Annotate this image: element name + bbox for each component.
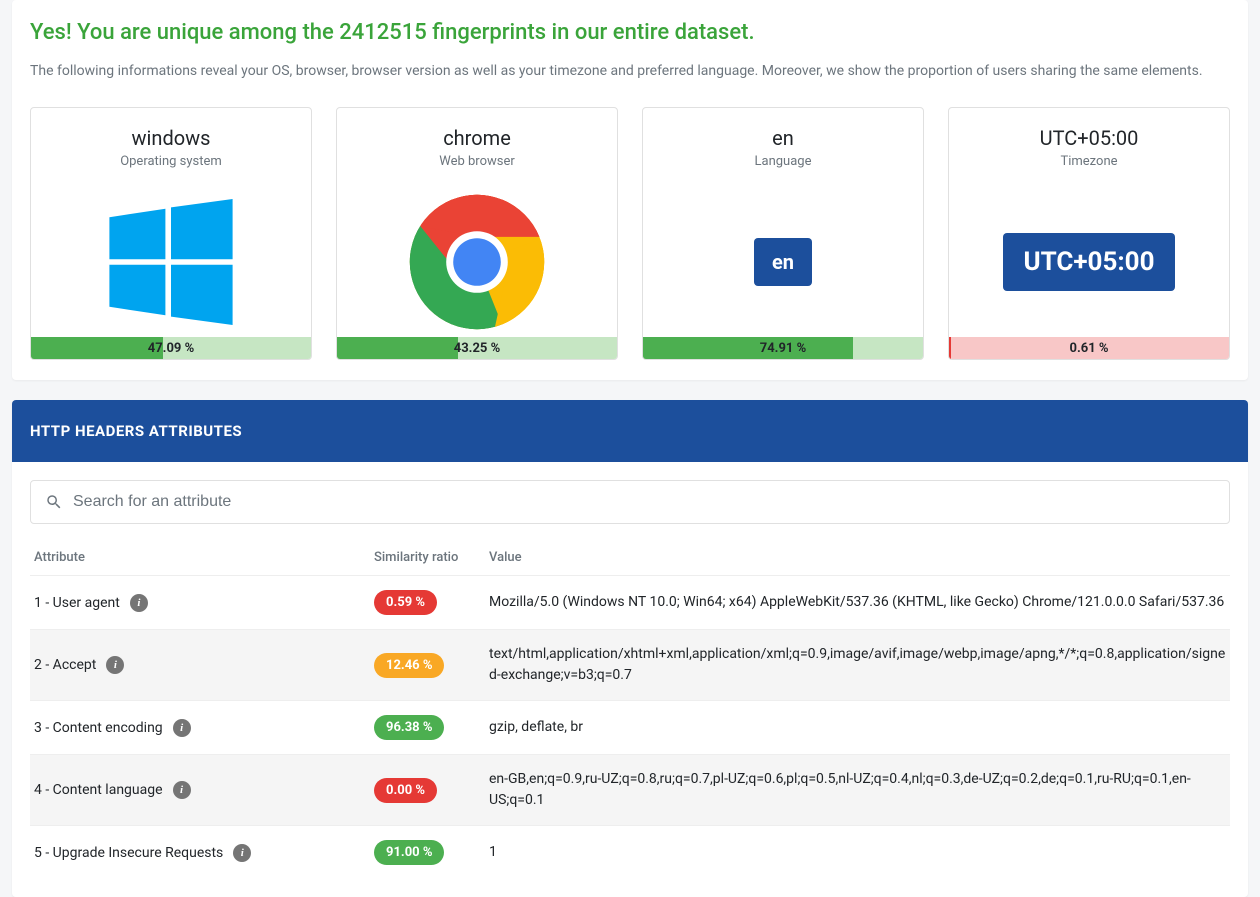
badge-box: en [754, 238, 812, 286]
col-header-attribute: Attribute [30, 540, 370, 576]
info-card-subtitle: Operating system [120, 154, 222, 169]
info-card-title: chrome [443, 126, 511, 150]
http-headers-section: HTTP HEADERS ATTRIBUTES Attribute Simila… [12, 400, 1248, 897]
summary-card: Yes! You are unique among the 2412515 fi… [12, 0, 1248, 380]
info-card: UTC+05:00 Timezone UTC+05:00 0.61 % [948, 107, 1230, 360]
similarity-pill: 12.46 % [374, 653, 444, 678]
info-icon[interactable]: i [106, 656, 124, 674]
info-card-title: en [772, 126, 794, 150]
table-row: 1 - User agent i 0.59 % Mozilla/5.0 (Win… [30, 576, 1230, 630]
progress-label: 0.61 % [949, 337, 1229, 359]
info-icon[interactable]: i [173, 719, 191, 737]
col-header-value: Value [485, 540, 1230, 576]
info-card-title: windows [132, 126, 211, 150]
search-input[interactable] [73, 493, 1215, 511]
info-icon[interactable]: i [130, 594, 148, 612]
attributes-table: Attribute Similarity ratio Value 1 - Use… [30, 540, 1230, 879]
progress-bar: 43.25 % [337, 337, 617, 359]
info-card-icon-area: en [643, 187, 923, 337]
badge-box: UTC+05:00 [1003, 233, 1174, 291]
similarity-pill: 0.00 % [374, 778, 437, 803]
chrome-icon [407, 192, 547, 332]
search-container [30, 480, 1230, 524]
progress-bar: 0.61 % [949, 337, 1229, 359]
info-card-subtitle: Web browser [439, 154, 515, 169]
attr-name: 3 - Content encoding [34, 720, 163, 736]
col-header-ratio: Similarity ratio [370, 540, 485, 576]
info-card-icon-area [31, 187, 311, 337]
subtext: The following informations reveal your O… [30, 63, 1230, 79]
attr-value: Mozilla/5.0 (Windows NT 10.0; Win64; x64… [485, 576, 1230, 630]
info-card-icon-area: UTC+05:00 [949, 187, 1229, 337]
info-card: windows Operating system 47.09 % [30, 107, 312, 360]
attr-value: gzip, deflate, br [485, 701, 1230, 755]
info-icon[interactable]: i [233, 844, 251, 862]
table-row: 5 - Upgrade Insecure Requests i 91.00 % … [30, 826, 1230, 880]
attr-name: 1 - User agent [34, 595, 120, 611]
progress-label: 74.91 % [643, 337, 923, 359]
similarity-pill: 96.38 % [374, 715, 444, 740]
info-card: en Language en 74.91 % [642, 107, 924, 360]
info-card: chrome Web browser 43.25 % [336, 107, 618, 360]
windows-icon [101, 192, 241, 332]
attr-name: 2 - Accept [34, 657, 96, 673]
attr-name: 5 - Upgrade Insecure Requests [34, 845, 223, 861]
attr-value: en-GB,en;q=0.9,ru-UZ;q=0.8,ru;q=0.7,pl-U… [485, 755, 1230, 826]
similarity-pill: 91.00 % [374, 840, 444, 865]
info-card-subtitle: Timezone [1060, 154, 1117, 169]
table-row: 4 - Content language i 0.00 % en-GB,en;q… [30, 755, 1230, 826]
info-card-title: UTC+05:00 [1040, 126, 1139, 150]
search-icon [45, 493, 63, 511]
table-row: 3 - Content encoding i 96.38 % gzip, def… [30, 701, 1230, 755]
progress-label: 43.25 % [337, 337, 617, 359]
progress-label: 47.09 % [31, 337, 311, 359]
attr-value: text/html,application/xhtml+xml,applicat… [485, 630, 1230, 701]
attr-name: 4 - Content language [34, 782, 163, 798]
info-card-row: windows Operating system 47.09 % chrome … [30, 107, 1230, 360]
headline: Yes! You are unique among the 2412515 fi… [30, 20, 1230, 45]
section-header: HTTP HEADERS ATTRIBUTES [12, 400, 1248, 462]
attr-value: 1 [485, 826, 1230, 880]
similarity-pill: 0.59 % [374, 590, 437, 615]
table-row: 2 - Accept i 12.46 % text/html,applicati… [30, 630, 1230, 701]
info-card-icon-area [337, 187, 617, 337]
info-icon[interactable]: i [173, 781, 191, 799]
info-card-subtitle: Language [755, 154, 812, 169]
progress-bar: 47.09 % [31, 337, 311, 359]
progress-bar: 74.91 % [643, 337, 923, 359]
